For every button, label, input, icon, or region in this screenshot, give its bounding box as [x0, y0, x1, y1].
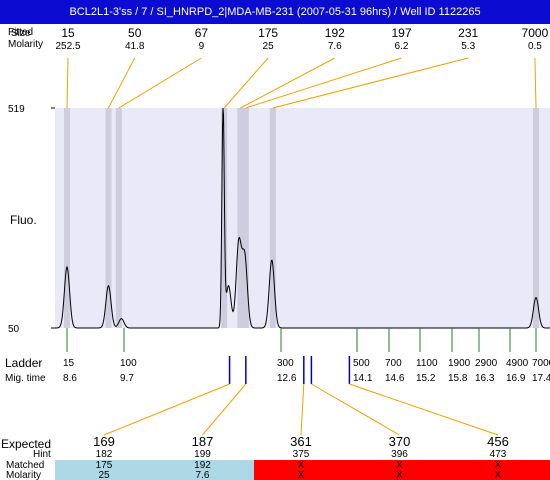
ladder-size-label: 2900 — [475, 358, 498, 369]
peak-molarity-label: 7.6 — [328, 41, 342, 52]
peak-size-label: 50 — [128, 26, 142, 40]
fitted-label: Fitted — [8, 27, 33, 38]
peak-leader-line — [272, 57, 469, 109]
expected-size-label: 187 — [192, 434, 214, 449]
peak-size-label: 67 — [195, 26, 209, 40]
peak-molarity-label: 41.8 — [125, 41, 145, 52]
unmatched-band — [254, 460, 550, 480]
mig-time-label: Mig. time — [5, 373, 46, 384]
peak-size-label: 197 — [391, 26, 411, 40]
hint-value: 396 — [391, 449, 408, 460]
peak-size-label: 175 — [258, 26, 278, 40]
matched-molarity-value: X — [298, 470, 305, 480]
window-title: BCL2L1-3'ss / 7 / SI_HNRPD_2|MDA-MB-231 … — [0, 0, 550, 24]
matched-label: Matched — [6, 460, 44, 471]
peak-molarity-label: 0.5 — [528, 41, 542, 52]
plot-area — [55, 108, 550, 328]
matched-molarity-value: X — [495, 470, 502, 480]
hint-value: 182 — [96, 449, 113, 460]
peak-leader-line — [240, 57, 336, 109]
peak-leader-line — [245, 57, 402, 109]
ladder-mig-label: 15.2 — [416, 373, 436, 384]
ladder-mig-label: 14.1 — [353, 373, 373, 384]
matched-value: 175 — [96, 460, 113, 471]
hint-value: 375 — [293, 449, 310, 460]
matched-value: X — [396, 460, 403, 471]
hint-value: 473 — [490, 449, 507, 460]
expected-size-label: 169 — [93, 434, 115, 449]
expected-leader-line — [311, 383, 400, 436]
ladder-mig-label: 9.7 — [120, 373, 134, 384]
matched-value: X — [495, 460, 502, 471]
expected-leader-line — [349, 383, 499, 436]
matched-molarity-value: 7.6 — [196, 470, 210, 480]
peak-size-label: 7000 — [522, 26, 549, 40]
ladder-label: Ladder — [5, 356, 42, 370]
peak-size-label: 231 — [458, 26, 478, 40]
ladder-size-label: 1900 — [448, 358, 471, 369]
matched-molarity-value: X — [396, 470, 403, 480]
peak-leader-line — [66, 57, 69, 109]
ladder-size-label: 1100 — [416, 358, 438, 369]
peak-molarity-label: 252.5 — [55, 41, 80, 52]
expected-size-label: 370 — [389, 434, 411, 449]
matched-value: X — [298, 460, 305, 471]
y-tick-label: 50 — [8, 324, 20, 335]
hint-label: Hint — [33, 449, 51, 460]
ladder-size-label: 7000 — [532, 358, 550, 369]
ladder-mig-label: 12.6 — [277, 373, 297, 384]
peak-molarity-label: 6.2 — [395, 41, 409, 52]
peak-lane — [237, 108, 244, 328]
expected-label: Expected — [1, 437, 51, 451]
matched-band — [55, 460, 254, 480]
expected-leader-line — [300, 383, 305, 436]
peak-molarity-label: 25 — [263, 41, 275, 52]
size-label: Size — [11, 28, 31, 39]
ladder-size-label: 4900 — [506, 358, 529, 369]
peak-leader-line — [223, 57, 269, 109]
peak-leader-line — [108, 57, 136, 109]
hint-value: 199 — [194, 449, 211, 460]
expected-size-label: 456 — [487, 434, 509, 449]
y-tick-label: 519 — [8, 104, 25, 115]
molarity-bottom-label: Molarity — [6, 470, 41, 480]
ladder-size-label: 100 — [120, 358, 137, 369]
fluorescence-trace — [55, 107, 550, 329]
peak-lane — [64, 108, 70, 328]
ladder-mig-label: 16.9 — [506, 373, 526, 384]
peak-size-label: 15 — [61, 26, 75, 40]
peak-molarity-label: 9 — [199, 41, 205, 52]
matched-value: 192 — [194, 460, 211, 471]
ladder-size-label: 15 — [63, 358, 75, 369]
ladder-size-label: 700 — [385, 358, 402, 369]
expected-size-label: 361 — [290, 434, 312, 449]
y-axis-label: Fluo. — [10, 213, 37, 227]
peak-lane — [105, 108, 112, 328]
peak-lane — [115, 108, 122, 328]
ladder-mig-label: 8.6 — [63, 373, 77, 384]
peak-leader-line — [118, 57, 202, 109]
ladder-size-label: 500 — [353, 358, 370, 369]
peak-size-label: 192 — [325, 26, 345, 40]
peak-lane — [242, 108, 249, 328]
matched-molarity-value: 25 — [98, 470, 110, 480]
peak-lane — [269, 108, 276, 328]
ladder-size-label: 300 — [277, 358, 294, 369]
expected-leader-line — [103, 383, 230, 436]
molarity-top-label: Molarity — [8, 39, 43, 50]
expected-leader-line — [202, 383, 247, 436]
peak-lane — [533, 108, 539, 328]
ladder-mig-label: 17.4 — [532, 373, 550, 384]
peak-molarity-label: 5.3 — [461, 41, 475, 52]
ladder-mig-label: 14.6 — [385, 373, 405, 384]
ladder-mig-label: 16.3 — [475, 373, 495, 384]
ladder-mig-label: 15.8 — [448, 373, 468, 384]
peak-leader-line — [534, 57, 537, 109]
